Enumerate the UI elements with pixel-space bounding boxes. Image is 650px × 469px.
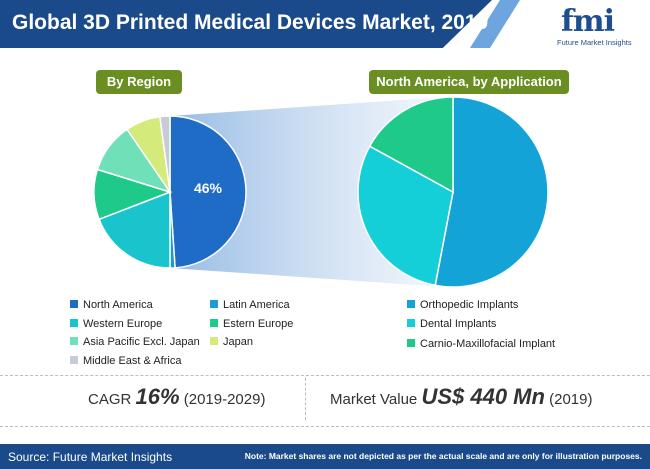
pie-slice-middle-east-africa: [159, 115, 171, 193]
legend-item-japan: Japan: [210, 335, 253, 349]
cagr-value: 16%: [135, 384, 180, 409]
legend-swatch: [210, 300, 218, 308]
market-year: (2019): [549, 391, 593, 408]
pie-slice-western-europe: [98, 190, 171, 269]
legend-item-estern-europe: Estern Europe: [210, 317, 293, 331]
legend-swatch: [210, 337, 218, 345]
market-value-stat: Market Value US$ 440 Mn (2019): [330, 384, 592, 410]
legend-item-western-europe: Western Europe: [70, 317, 162, 331]
cagr-period: (2019-2029): [183, 391, 266, 408]
fmi-logo: fmi Future Market Insights: [555, 4, 645, 48]
legend-swatch: [70, 319, 78, 327]
logo-mark: fmi: [561, 4, 615, 39]
legend-swatch: [70, 356, 78, 364]
legend-swatch: [210, 319, 218, 327]
stats-divider-vertical: [305, 378, 306, 420]
application-pill: North America, by Application: [369, 70, 569, 94]
legend-swatch: [407, 319, 415, 327]
legend-item-latin-america: Latin America: [210, 298, 290, 312]
legend-item-orthopedic: Orthopedic Implants: [407, 298, 518, 312]
legend-swatch: [70, 300, 78, 308]
legend-item-carnio-maxillofacial: Carnio-Maxillofacial Implant: [407, 337, 555, 351]
market-label: Market Value: [330, 391, 418, 408]
legend-item-dental: Dental Implants: [407, 317, 496, 331]
logo-subtitle: Future Market Insights: [557, 38, 632, 47]
footer-source: Source: Future Market Insights: [8, 450, 173, 464]
header: Global 3D Printed Medical Devices Market…: [0, 0, 650, 52]
legend-swatch: [407, 300, 415, 308]
pie-slice-carnio-maxillofacial-implant: [368, 96, 454, 194]
footer: Source: Future Market Insights Note: Mar…: [0, 444, 650, 469]
stats-divider-top: [0, 375, 650, 376]
north-america-share-label: 46%: [194, 180, 223, 196]
legend-item-middle-east-africa: Middle East & Africa: [70, 354, 181, 368]
stats-divider-bottom: [0, 426, 650, 427]
cagr-stat: CAGR 16% (2019-2029): [88, 384, 265, 410]
region-pill: By Region: [96, 70, 182, 94]
cagr-label: CAGR: [88, 391, 132, 408]
pie-slice-orthopedic-implants: [434, 96, 549, 288]
legend-item-north-america: North America: [70, 298, 153, 312]
market-value: US$ 440 Mn: [421, 384, 545, 409]
legend-swatch: [70, 337, 78, 345]
legend-swatch: [407, 339, 415, 347]
title-bar: [0, 0, 492, 48]
page-title: Global 3D Printed Medical Devices Market…: [12, 11, 489, 34]
footer-note: Note: Market shares are not depicted as …: [244, 451, 642, 461]
pie-slice-north-america: [169, 115, 247, 269]
pie-slice-dental-implants: [357, 145, 454, 287]
legend-item-asia-pacific: Asia Pacific Excl. Japan: [70, 335, 200, 349]
